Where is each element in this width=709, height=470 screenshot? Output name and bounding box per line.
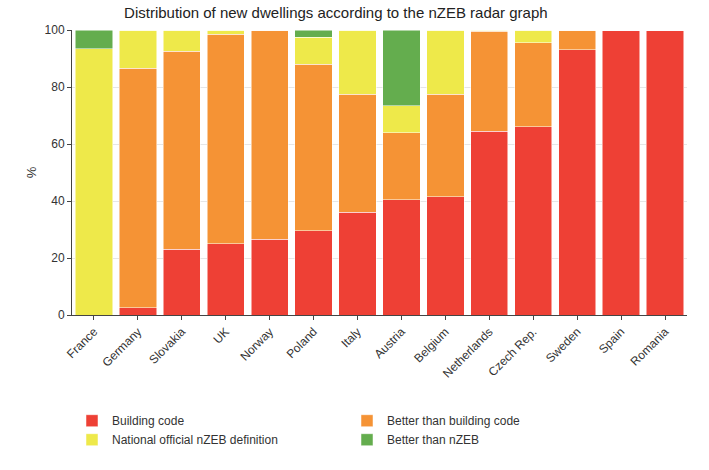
- svg-text:Germany: Germany: [99, 325, 144, 370]
- svg-text:Slovakia: Slovakia: [146, 325, 188, 367]
- svg-text:20: 20: [51, 251, 65, 265]
- svg-text:France: France: [64, 325, 101, 362]
- svg-text:Poland: Poland: [284, 325, 320, 361]
- svg-text:UK: UK: [210, 325, 232, 347]
- svg-text:Spain: Spain: [596, 325, 628, 357]
- svg-text:Belgium: Belgium: [411, 325, 452, 366]
- svg-text:Sweden: Sweden: [543, 325, 584, 366]
- svg-text:Norway: Norway: [237, 325, 276, 364]
- svg-text:100: 100: [45, 23, 65, 37]
- svg-text:Distribution of new dwellings: Distribution of new dwellings according …: [124, 4, 548, 21]
- svg-text:40: 40: [51, 194, 65, 208]
- svg-text:Italy: Italy: [338, 325, 363, 350]
- svg-text:Czech Rep.: Czech Rep.: [485, 325, 539, 379]
- svg-text:80: 80: [51, 80, 65, 94]
- svg-text:%: %: [24, 166, 39, 178]
- svg-text:Austria: Austria: [372, 325, 409, 362]
- svg-text:Building code: Building code: [112, 414, 184, 428]
- svg-text:Better than building code: Better than building code: [387, 414, 520, 428]
- svg-text:60: 60: [51, 137, 65, 151]
- svg-text:National official nZEB definit: National official nZEB definition: [112, 433, 278, 447]
- svg-text:Better than nZEB: Better than nZEB: [387, 433, 479, 447]
- svg-text:0: 0: [58, 308, 65, 322]
- svg-text:Netherlands: Netherlands: [440, 325, 496, 381]
- svg-text:Romania: Romania: [628, 325, 672, 369]
